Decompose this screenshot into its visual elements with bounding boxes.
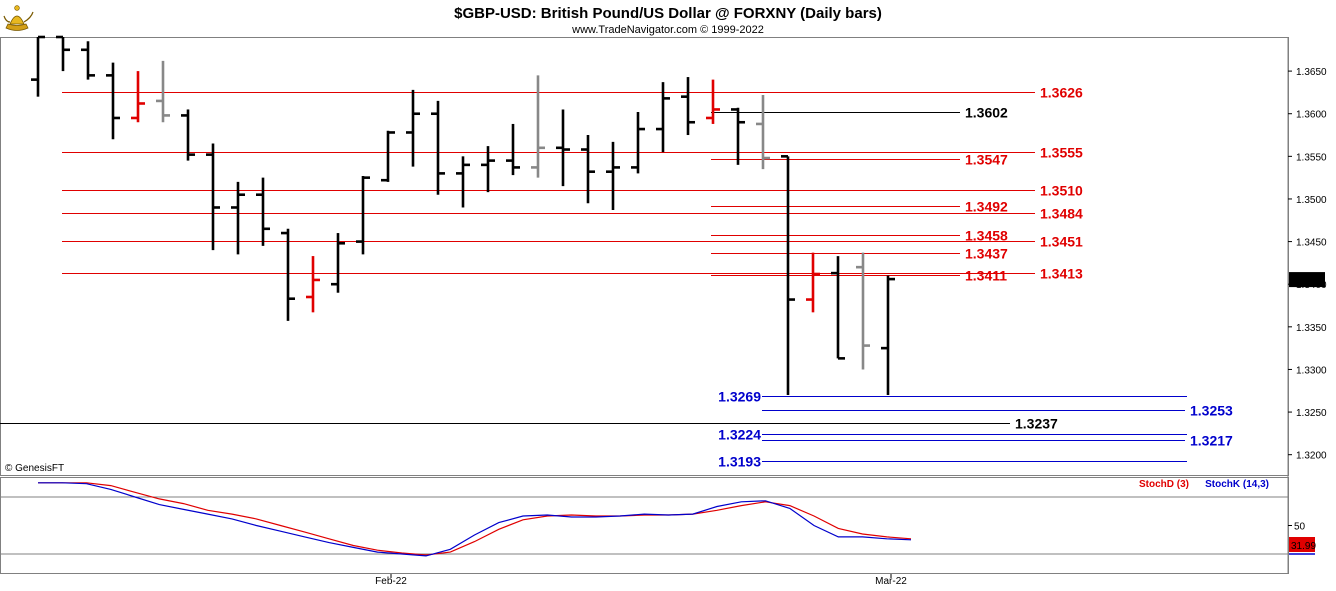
ohlc-bar-7	[206, 143, 220, 251]
level-label-14: 1.3237	[1015, 416, 1058, 432]
ohlc-bar-8	[231, 181, 245, 255]
level-label-10: 1.3413	[1040, 266, 1083, 282]
ohlc-bar-28	[731, 107, 745, 165]
genie-lamp-icon	[3, 5, 34, 31]
level-label-1: 1.3602	[965, 105, 1008, 121]
level-label-8: 1.3451	[1040, 234, 1083, 250]
stoch-last-marker: 31.99	[1289, 537, 1316, 552]
ohlc-bar-33	[856, 252, 870, 370]
ohlc-bar-6	[181, 109, 195, 161]
ohlc-bar-3	[106, 62, 120, 140]
level-label-9: 1.3437	[965, 246, 1008, 262]
ohlc-bar-24	[631, 112, 645, 174]
price-panel	[0, 37, 1289, 476]
stoch-d-line	[38, 482, 912, 556]
ohlc-bar-10	[281, 228, 295, 321]
ohlc-bar-21	[556, 109, 570, 187]
x-label-mar: Mar-22	[875, 576, 907, 587]
level-label-0: 1.3626	[1040, 85, 1083, 101]
level-label-7: 1.3458	[965, 228, 1008, 244]
stoch-k-line	[38, 482, 912, 557]
ohlc-bar-19	[506, 123, 520, 176]
watermark: © GenesisFT	[5, 463, 64, 474]
level-label-4: 1.3510	[1040, 183, 1083, 199]
stoch-tick-50: 50	[1294, 522, 1306, 533]
price-tick-label-3: 1.3500	[1296, 195, 1327, 206]
ohlc-bar-14	[381, 130, 395, 182]
stoch-last-value: 31.99	[1291, 541, 1316, 552]
ohlc-bar-27	[706, 79, 720, 124]
level-lines: 1.3626 1.3602 1.3555 1.3547 1.3510 1.3492 1.34…	[0, 85, 1233, 470]
x-label-feb: Feb-22	[375, 576, 407, 587]
price-tick-label-2: 1.3550	[1296, 152, 1327, 163]
ohlc-bar-17	[456, 156, 470, 208]
ohlc-bar-4	[131, 71, 145, 123]
ohlc-bar-12	[331, 233, 345, 293]
ohlc-bar-34	[881, 275, 895, 396]
stochastic-lines	[0, 482, 1292, 557]
price-tick-label-8: 1.3250	[1296, 408, 1327, 419]
level-label-3: 1.3547	[965, 152, 1008, 168]
chart-title: $GBP-USD: British Pound/US Dollar @ FORX…	[454, 5, 882, 22]
ohlc-bar-13	[356, 175, 370, 255]
ohlc-bar-11	[306, 256, 320, 313]
ohlc-bar-30	[781, 155, 795, 396]
ohlc-bar-9	[256, 177, 270, 246]
last-price-label: 1.3406	[1291, 275, 1322, 286]
price-tick-label-7: 1.3300	[1296, 365, 1327, 376]
level-label-17: 1.3193	[718, 454, 761, 470]
level-label-5: 1.3492	[965, 199, 1008, 215]
ohlc-bar-32	[831, 256, 845, 360]
ohlc-bar-22	[581, 135, 595, 204]
level-label-11: 1.3411	[965, 268, 1007, 284]
level-label-6: 1.3484	[1040, 206, 1083, 222]
ohlc-bar-1	[56, 35, 70, 72]
price-tick-label-6: 1.3350	[1296, 323, 1327, 334]
stoch-k-legend: StochK (14,3)	[1205, 479, 1269, 490]
ohlc-bar-15	[406, 89, 420, 167]
ohlc-bar-18	[481, 146, 495, 193]
ohlc-bars	[31, 35, 895, 396]
ohlc-bar-5	[156, 60, 170, 123]
ohlc-bar-20	[531, 75, 545, 178]
ohlc-bar-25	[656, 82, 670, 153]
ohlc-bar-0	[31, 35, 45, 97]
ohlc-bar-23	[606, 141, 620, 211]
ohlc-bar-2	[81, 41, 95, 80]
price-tick-label-0: 1.3650	[1296, 67, 1327, 78]
level-label-13: 1.3253	[1190, 403, 1233, 419]
ohlc-bar-29	[756, 94, 770, 170]
price-tick-label-1: 1.3600	[1296, 110, 1327, 121]
ohlc-bar-16	[431, 100, 445, 195]
level-label-12: 1.3269	[718, 389, 761, 405]
chart-subtitle: www.TradeNavigator.com © 1999-2022	[571, 24, 764, 36]
last-price-marker: 1.3406	[1289, 272, 1325, 288]
price-tick-label-4: 1.3450	[1296, 238, 1327, 249]
ohlc-bar-26	[681, 77, 695, 136]
price-tick-label-9: 1.3200	[1296, 451, 1327, 462]
price-axis: 1.36501.36001.35501.35001.34501.34001.33…	[1288, 67, 1327, 462]
level-label-2: 1.3555	[1040, 145, 1083, 161]
level-label-16: 1.3217	[1190, 433, 1233, 449]
stoch-d-legend: StochD (3)	[1139, 479, 1189, 490]
level-label-15: 1.3224	[718, 427, 761, 443]
stochastic-panel	[0, 477, 1289, 574]
ohlc-bar-31	[806, 252, 820, 313]
